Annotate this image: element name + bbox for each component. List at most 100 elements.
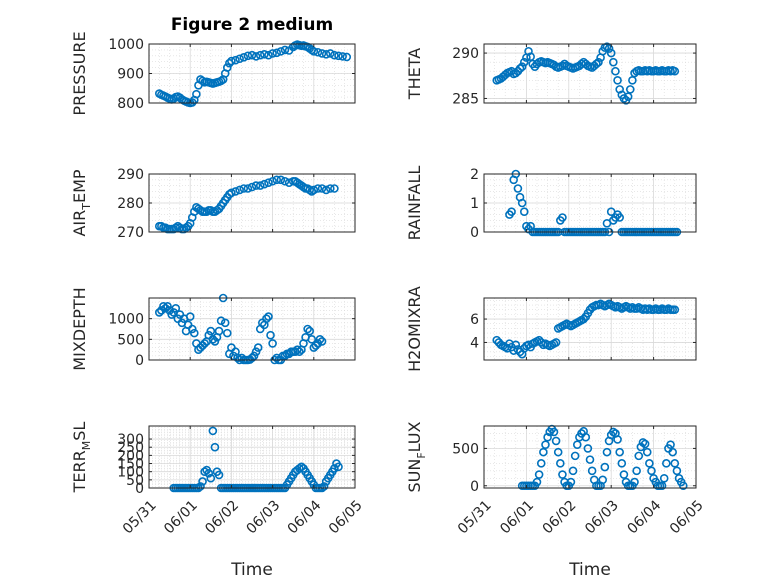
data-point [630, 477, 639, 487]
data-point [231, 187, 240, 196]
data-point [556, 459, 565, 468]
data-point [334, 51, 343, 61]
data-point [200, 339, 209, 348]
data-point [566, 477, 576, 487]
y-tick-label: 300 [117, 432, 144, 448]
data-point [602, 447, 612, 457]
data-point [507, 207, 516, 216]
x-axis-label: Time [568, 560, 611, 580]
data-point [264, 50, 273, 60]
series-pressure [155, 40, 352, 108]
series-sunflux [517, 424, 688, 491]
data-point [581, 432, 591, 442]
subplot-sunflux: 0 500 05/31 06/01 06/02 06/03 06/04 06/05 Time SU… [405, 421, 707, 580]
data-point [632, 466, 641, 476]
data-point [227, 56, 236, 66]
y-tick-label: 0 [470, 479, 479, 495]
data-point [543, 432, 552, 442]
axes-box [483, 425, 697, 489]
data-point [604, 44, 614, 53]
subplot-air_temp: 270 280 290 AIRTEMP [70, 167, 356, 241]
data-point [647, 466, 656, 476]
y-axis-label: PRESSURE [70, 31, 89, 115]
data-point [206, 473, 216, 483]
data-point [513, 184, 523, 193]
data-point [594, 57, 603, 67]
x-tick-label: 05/31 [120, 497, 160, 537]
data-point [600, 462, 610, 472]
ylabel-part: H2OMIXRA [405, 286, 424, 372]
data-point [253, 343, 263, 352]
data-point [625, 85, 635, 94]
data-point [295, 347, 304, 357]
y-axis-label: SUNFLUX [405, 421, 428, 492]
data-point [303, 324, 312, 334]
data-point [338, 52, 347, 61]
data-point [519, 57, 529, 67]
data-point [619, 470, 629, 479]
chart-title: Figure 2 medium [171, 15, 333, 35]
data-point [229, 351, 238, 361]
data-point [534, 335, 544, 345]
y-tick-label: 290 [117, 167, 144, 183]
ylabel-part: PRESSURE [70, 31, 89, 115]
data-point [247, 50, 257, 60]
data-point [672, 466, 682, 476]
data-point [515, 64, 525, 73]
data-point [534, 470, 544, 479]
data-point [243, 51, 253, 61]
y-axis-label: THETA [405, 48, 424, 100]
axes-box [483, 43, 697, 104]
data-point [235, 185, 244, 195]
data-point [249, 351, 259, 361]
x-tick-label: 06/04 [285, 497, 325, 537]
y-tick-label: 200 [117, 448, 144, 464]
data-point [216, 316, 226, 326]
y-axis-label: MIXDEPTH [70, 287, 89, 370]
data-point [251, 181, 261, 190]
series-mixdepth [155, 293, 327, 365]
data-point [251, 347, 261, 357]
subplot-theta: 285 290 THETA [405, 42, 697, 107]
data-point [247, 353, 257, 363]
y-tick-label: 1000 [108, 312, 144, 328]
data-point [239, 52, 249, 62]
data-point [276, 47, 286, 56]
data-point [192, 89, 201, 99]
data-point [342, 52, 352, 62]
data-point [532, 477, 542, 487]
data-point [307, 335, 317, 344]
subplot-pressure: 800 900 1000 PRESSURE [70, 31, 356, 116]
data-point [634, 451, 644, 461]
data-point [157, 306, 166, 315]
x-tick-label: 06/05 [667, 497, 707, 537]
data-point [609, 57, 618, 67]
axes-box [483, 297, 697, 361]
data-point [587, 466, 597, 476]
x-tick-label: 06/02 [202, 497, 242, 537]
data-point [662, 459, 671, 468]
data-point [231, 55, 240, 65]
data-point [570, 451, 580, 461]
data-point [196, 482, 205, 491]
ylabel-part: THETA [405, 48, 424, 100]
data-point [171, 304, 181, 313]
data-point [536, 459, 546, 468]
y-tick-label: 1000 [108, 37, 144, 53]
data-point [317, 184, 327, 193]
data-point [155, 308, 164, 317]
y-axis-label: AIRTEMP [70, 169, 93, 236]
y-tick-label: 1 [470, 196, 479, 212]
ylabel-part: LUX [405, 421, 424, 452]
ylabel-subscript: M [80, 441, 93, 451]
data-point [276, 175, 286, 185]
data-point [214, 470, 224, 480]
data-point [280, 351, 290, 361]
y-axis-label: RAINFALL [405, 166, 424, 241]
data-point [268, 339, 277, 348]
data-point [262, 314, 271, 323]
data-point [519, 207, 529, 216]
ylabel-part: AIR [70, 210, 89, 237]
data-point [325, 49, 335, 58]
data-point [204, 469, 214, 478]
